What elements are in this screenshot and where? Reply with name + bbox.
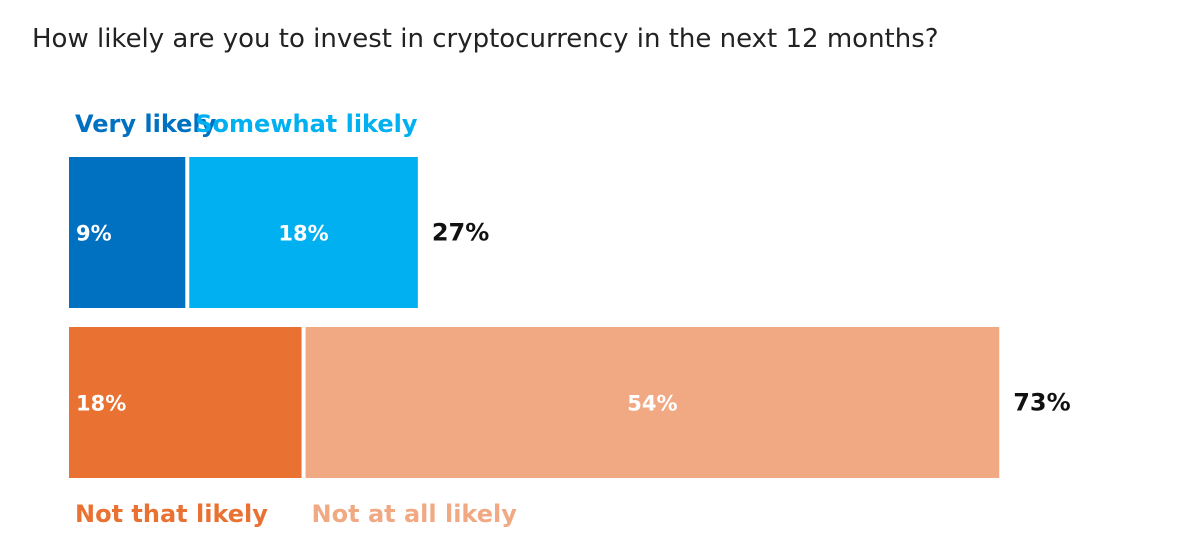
data-label-not-that-likely: 18% (76, 392, 126, 416)
legend-very-likely: Very likely (75, 110, 217, 138)
data-label-not-at-all-likely: 54% (627, 392, 677, 416)
bar-very-likely (69, 157, 186, 308)
total-label-likely: 27% (432, 219, 489, 247)
data-label-somewhat-likely: 18% (278, 222, 328, 246)
chart-title: How likely are you to invest in cryptocu… (32, 24, 939, 54)
legend-not-that-likely: Not that likely (75, 500, 268, 528)
bar-somewhat-likely (189, 157, 418, 308)
bar-not-at-all-likely (305, 327, 1000, 478)
bar-not-that-likely (69, 327, 302, 478)
total-label-not-likely: 73% (1013, 389, 1070, 417)
data-label-very-likely: 9% (76, 222, 112, 246)
legend-not-at-all-likely: Not at all likely (312, 500, 518, 528)
legend-somewhat-likely: Somewhat likely (195, 110, 418, 138)
